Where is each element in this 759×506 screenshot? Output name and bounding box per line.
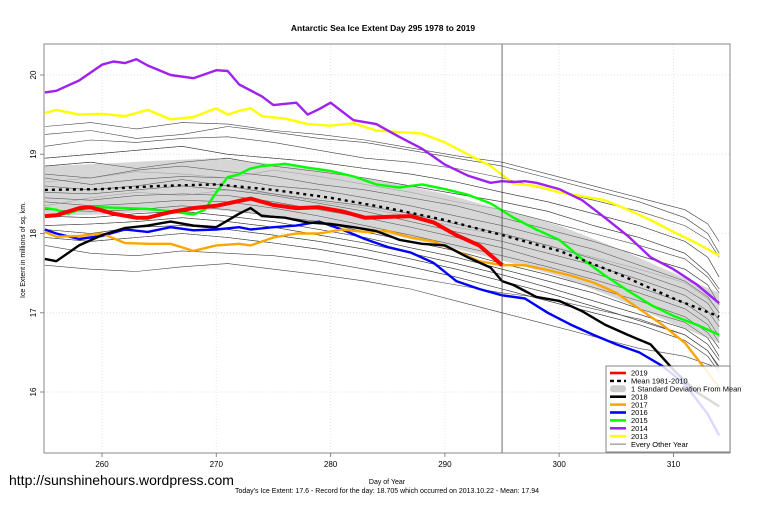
mean-line	[44, 183, 720, 318]
other-year-line	[44, 176, 720, 313]
other-years-lines	[44, 122, 720, 373]
legend-label: Every Other Year	[631, 440, 689, 449]
legend-swatch	[610, 385, 626, 393]
x-tick-label: 280	[324, 460, 338, 469]
y-axis-label: Ice Extent in millions of sq. km.	[20, 202, 27, 298]
x-axis-label: Day of Year	[369, 479, 406, 486]
y-axis: 16 17 18 19 20	[29, 70, 44, 396]
legend-label: Mean 1981-2010	[631, 377, 688, 386]
series-line-2014	[44, 58, 720, 305]
highlight-series	[44, 58, 721, 437]
x-tick-label: 260	[95, 460, 109, 469]
series-line-2018	[44, 206, 720, 408]
other-year-line	[44, 225, 720, 367]
other-year-line	[44, 179, 720, 321]
y-tick-label: 17	[29, 308, 38, 317]
legend-label: 1 Standard Deviation From Mean	[631, 385, 741, 394]
other-year-line	[44, 263, 720, 369]
legend-label: 2016	[631, 408, 648, 417]
series-line-2019	[44, 196, 504, 267]
watermark-url: http://sunshinehours.wordpress.com	[9, 472, 234, 488]
other-year-line	[44, 185, 720, 328]
series-line-2013	[44, 107, 720, 257]
legend-label: 2017	[631, 400, 648, 409]
legend-label: 2014	[631, 424, 648, 433]
legend-box	[605, 365, 731, 453]
other-year-line	[44, 136, 720, 258]
y-tick-label: 19	[29, 149, 38, 158]
plot-frame	[43, 43, 731, 454]
x-tick-label: 290	[438, 460, 452, 469]
other-year-line	[44, 146, 720, 278]
chart-title: Antarctic Sea Ice Extent Day 295 1978 to…	[291, 23, 476, 33]
other-year-line	[44, 245, 720, 369]
other-year-line	[44, 122, 720, 242]
y-tick-label: 20	[29, 70, 38, 79]
other-year-line	[44, 193, 720, 337]
footnote: Today's Ice Extent: 17.6 - Record for th…	[235, 488, 539, 495]
other-year-line	[44, 199, 720, 344]
mean-line-path	[44, 183, 720, 318]
series-line-2015	[44, 162, 720, 336]
y-tick-label: 18	[29, 229, 38, 238]
std-band	[44, 146, 720, 373]
legend-label: 2018	[631, 392, 648, 401]
other-year-line	[44, 233, 720, 373]
x-tick-label: 270	[210, 460, 224, 469]
series-line-2016	[44, 220, 721, 437]
legend-label: 2013	[631, 432, 648, 441]
legend-label: 2019	[631, 369, 648, 378]
x-tick-label: 310	[667, 460, 681, 469]
other-year-line	[44, 126, 720, 254]
y-tick-label: 16	[29, 387, 38, 396]
x-tick-label: 300	[553, 460, 567, 469]
x-axis: 260 270 280 290 300 310	[95, 453, 681, 469]
legend-label: 2015	[631, 416, 648, 425]
